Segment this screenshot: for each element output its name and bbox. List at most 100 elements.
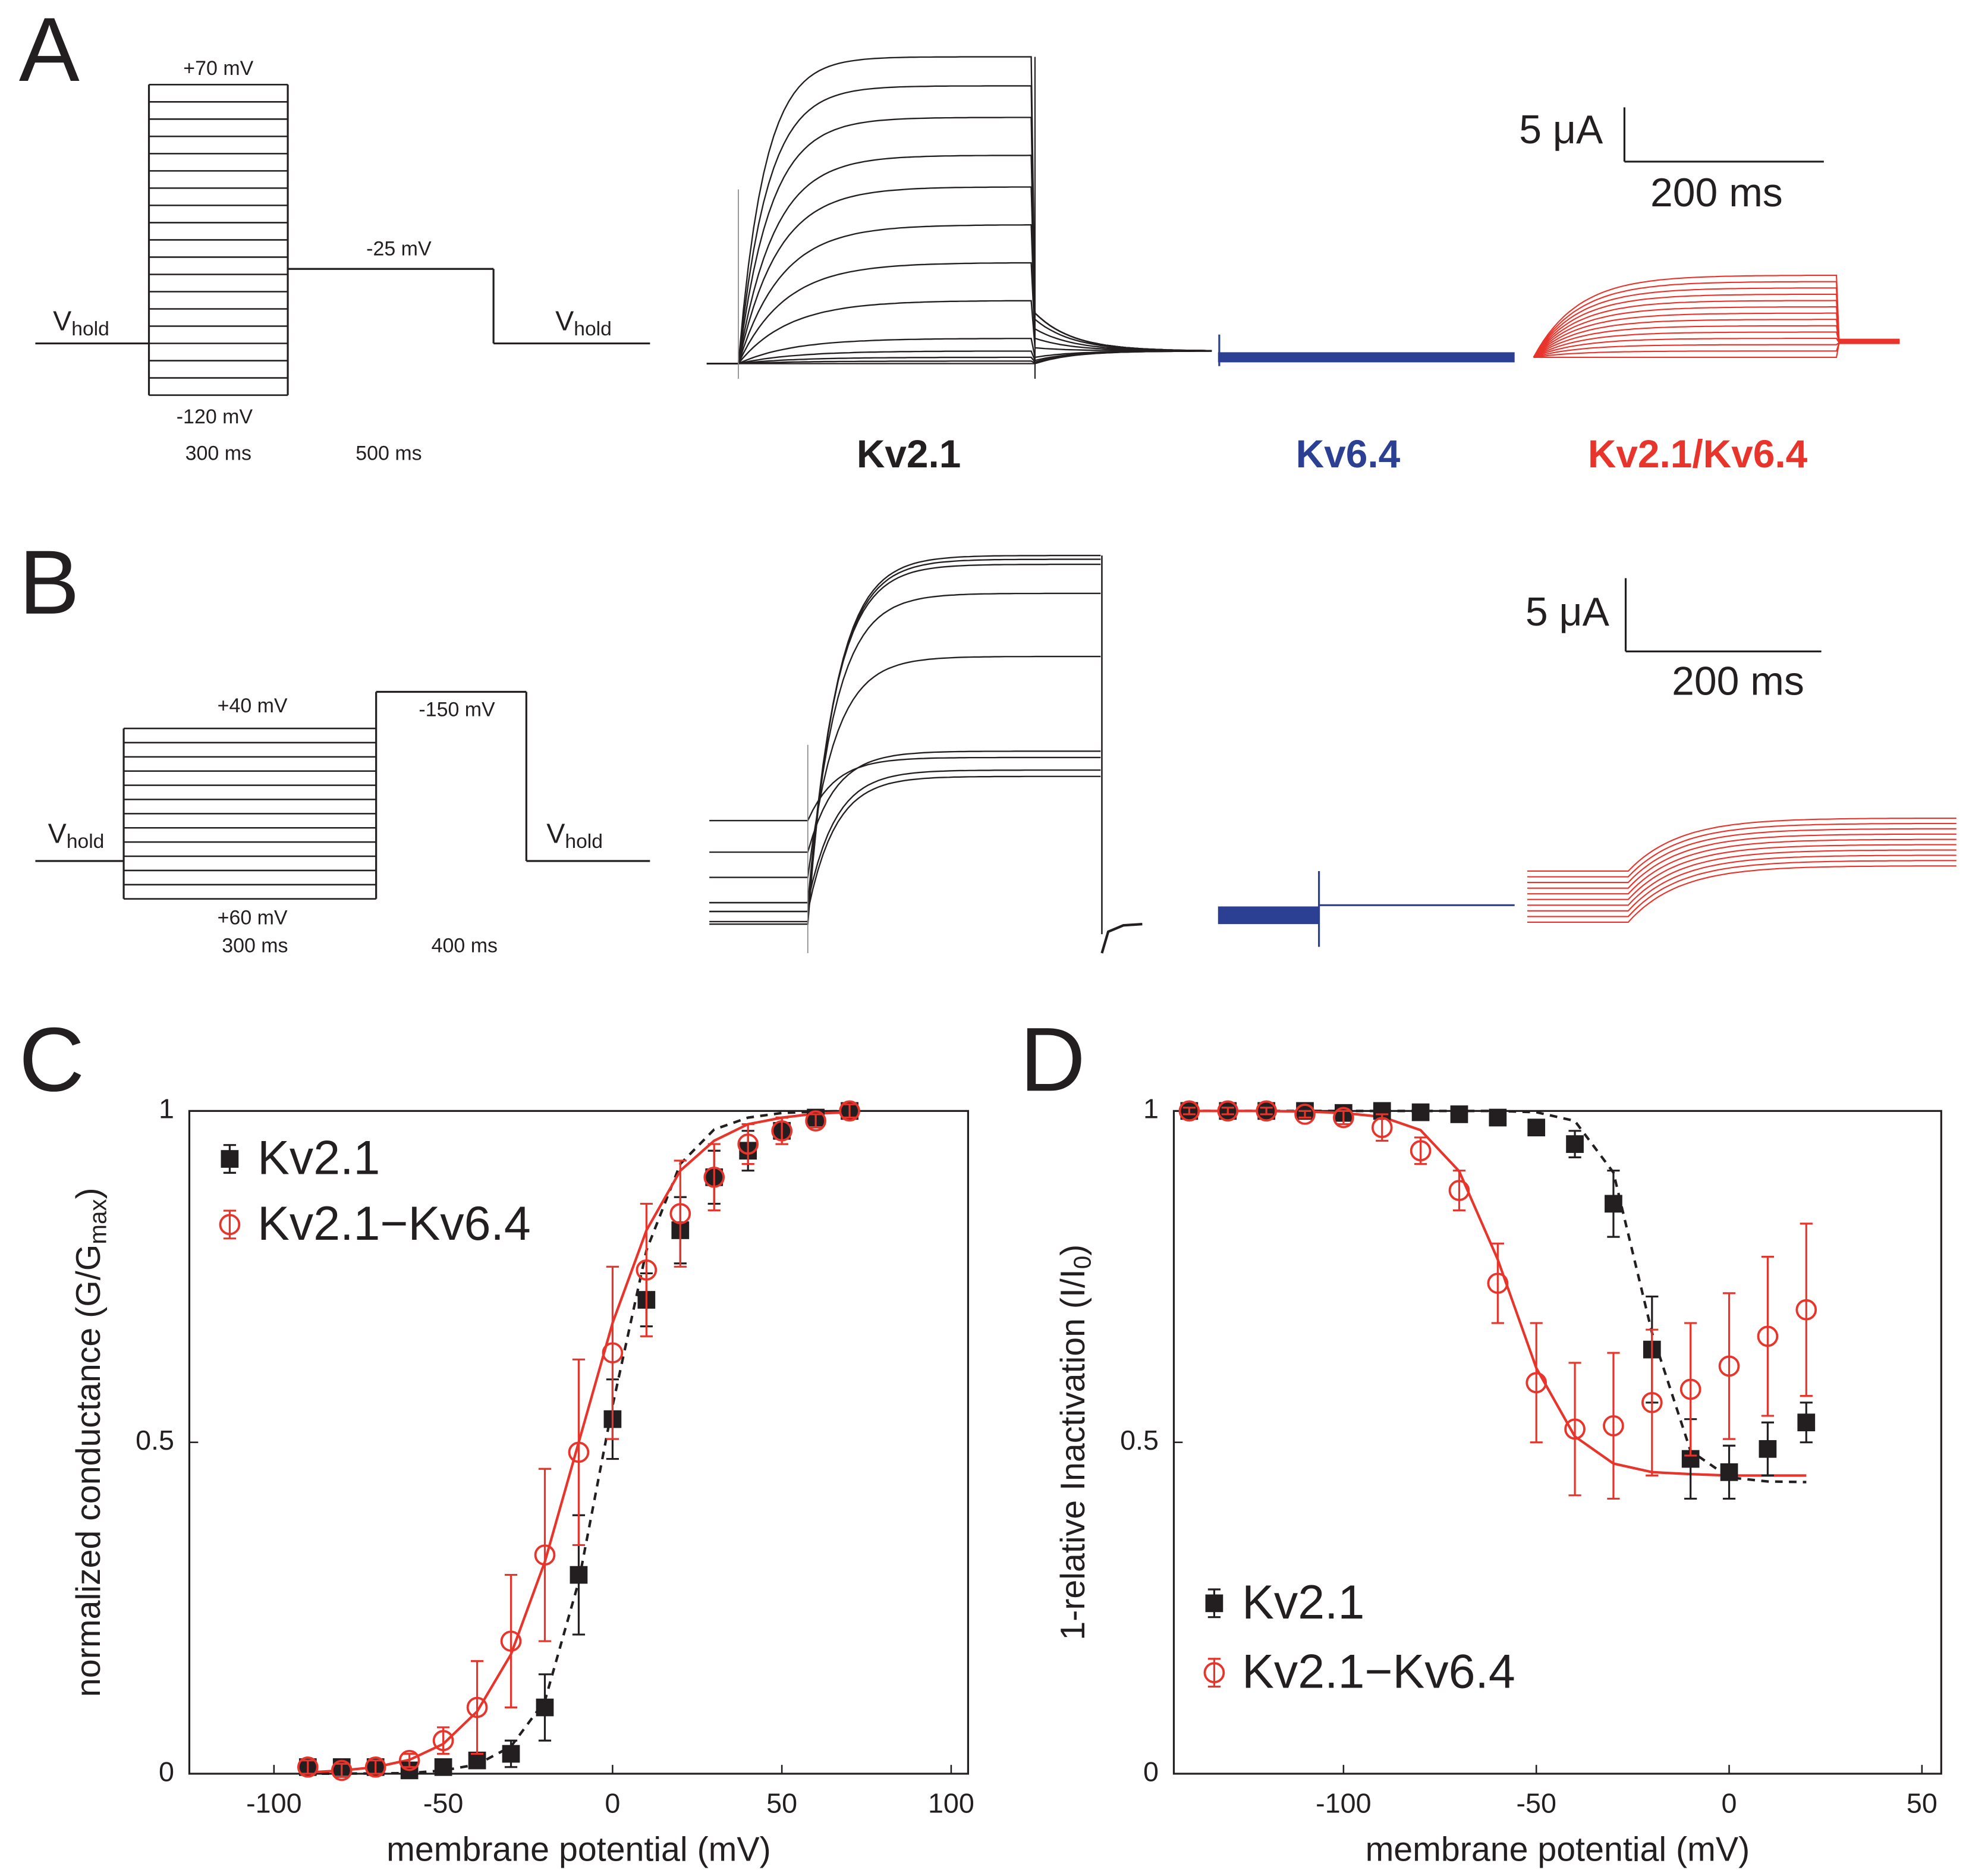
legend-label: Kv2.1−Kv6.4 bbox=[257, 1197, 531, 1250]
legend-marker bbox=[219, 1214, 241, 1236]
error-bar bbox=[572, 1358, 586, 1547]
trace bbox=[1527, 844, 1957, 900]
label: +40 mV bbox=[218, 695, 288, 717]
x-tick-label: 50 bbox=[1907, 1787, 1937, 1818]
error-bar bbox=[1761, 1255, 1775, 1417]
marker bbox=[1759, 1440, 1777, 1458]
marker bbox=[570, 1566, 588, 1584]
vhold-label: Vhold bbox=[48, 818, 105, 853]
error-bar bbox=[301, 1759, 314, 1775]
label: -150 mV bbox=[419, 698, 495, 721]
trace bbox=[706, 224, 1212, 364]
marker bbox=[364, 1756, 386, 1778]
trace bbox=[1527, 833, 1957, 889]
error-bar bbox=[403, 1752, 416, 1768]
marker bbox=[737, 1133, 759, 1155]
trace bbox=[709, 655, 1101, 878]
x-tick-label: 0 bbox=[605, 1787, 620, 1818]
error-bar bbox=[1260, 1107, 1273, 1115]
y-label-sub: 0 bbox=[1068, 1256, 1096, 1269]
trace bbox=[1533, 275, 1900, 358]
marker bbox=[805, 1110, 826, 1132]
vhold-main: V bbox=[555, 306, 574, 337]
error-bar bbox=[1337, 1110, 1350, 1126]
error-bar bbox=[1491, 1242, 1504, 1324]
marker bbox=[502, 1745, 520, 1763]
trace bbox=[1533, 306, 1900, 358]
label: 500 ms bbox=[356, 442, 422, 464]
channel-name: Kv2.1 bbox=[857, 432, 961, 476]
marker bbox=[568, 1441, 590, 1463]
legend-label: Kv2.1−Kv6.4 bbox=[1242, 1645, 1515, 1699]
trace bbox=[706, 154, 1212, 364]
trace bbox=[1533, 312, 1900, 358]
trace bbox=[706, 338, 1212, 364]
label: +70 mV bbox=[183, 57, 253, 80]
error-bar bbox=[1568, 1362, 1581, 1497]
marker bbox=[1795, 1299, 1817, 1321]
vhold-main: V bbox=[48, 818, 67, 849]
trace bbox=[1533, 342, 1900, 358]
error-bar bbox=[1684, 1322, 1697, 1457]
label: 300 ms bbox=[185, 442, 251, 464]
x-tick-label: -100 bbox=[246, 1787, 301, 1818]
label: 300 ms bbox=[222, 934, 288, 957]
y-label-main: normalized conductance (G/G bbox=[70, 1245, 108, 1697]
y-label-sub: max bbox=[84, 1199, 111, 1244]
marker bbox=[1411, 1103, 1430, 1121]
marker bbox=[602, 1342, 624, 1364]
trace-band bbox=[1218, 352, 1515, 363]
trace bbox=[1100, 923, 1143, 954]
marker bbox=[1487, 1272, 1509, 1294]
trace bbox=[1527, 860, 1957, 917]
y-tick-label: 0.5 bbox=[136, 1425, 174, 1456]
trace bbox=[1527, 822, 1957, 878]
vhold-sub: hold bbox=[71, 318, 109, 340]
y-label-end: ) bbox=[1054, 1245, 1092, 1256]
error-bar bbox=[1646, 1328, 1659, 1476]
trace bbox=[1527, 817, 1957, 872]
marker bbox=[1410, 1140, 1432, 1162]
trace bbox=[1533, 325, 1900, 358]
marker bbox=[1797, 1413, 1816, 1432]
error-bar bbox=[1530, 1322, 1543, 1444]
marker bbox=[1333, 1107, 1354, 1129]
y-axis-label: 1-relative Inactivation (I/I0) bbox=[1054, 1245, 1096, 1641]
error-bar bbox=[1182, 1107, 1196, 1115]
marker bbox=[536, 1698, 554, 1717]
vhold-sub: hold bbox=[67, 831, 105, 853]
trace bbox=[1527, 828, 1957, 884]
trace bbox=[1533, 281, 1900, 358]
trace bbox=[1533, 287, 1900, 358]
marker bbox=[1178, 1100, 1200, 1122]
error-bar bbox=[1452, 1170, 1466, 1212]
trace bbox=[709, 555, 1101, 925]
marker bbox=[1525, 1372, 1547, 1394]
marker bbox=[1489, 1108, 1507, 1127]
x-tick-label: 0 bbox=[1722, 1787, 1737, 1818]
marker bbox=[703, 1166, 725, 1188]
y-label-main: 1-relative Inactivation (I/I bbox=[1054, 1269, 1092, 1640]
marker bbox=[500, 1630, 522, 1652]
panel-label: B bbox=[19, 532, 80, 633]
trace bbox=[1527, 849, 1957, 906]
error-bar bbox=[1221, 1107, 1234, 1115]
trace bbox=[709, 756, 1101, 822]
error-bar bbox=[707, 1143, 721, 1212]
marker bbox=[839, 1100, 860, 1122]
marker bbox=[1603, 1415, 1624, 1437]
y-axis-label: normalized conductance (G/Gmax) bbox=[70, 1187, 111, 1697]
trace bbox=[1533, 300, 1900, 358]
marker bbox=[1564, 1418, 1586, 1440]
trace bbox=[1533, 319, 1900, 358]
marker bbox=[1720, 1463, 1738, 1481]
y-tick-label: 0 bbox=[1143, 1756, 1159, 1787]
marker bbox=[1566, 1135, 1584, 1153]
trace bbox=[1527, 865, 1957, 923]
marker bbox=[432, 1730, 454, 1752]
legend-marker bbox=[221, 1150, 239, 1168]
panel-label: A bbox=[19, 0, 80, 100]
marker bbox=[669, 1203, 691, 1224]
